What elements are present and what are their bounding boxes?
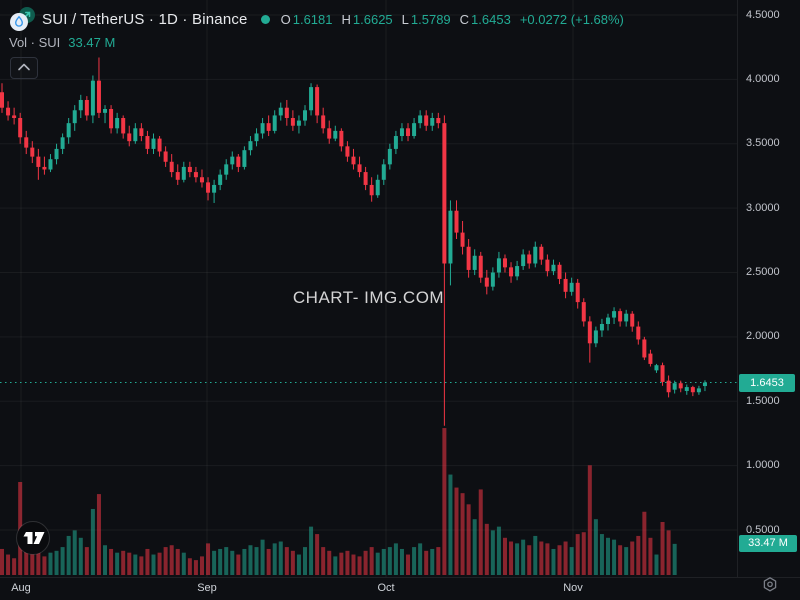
open-value: 1.6181 (292, 11, 333, 27)
market-status-dot (260, 14, 270, 24)
sui-coin-icon (7, 6, 35, 32)
price-axis-label: 4.5000 (746, 8, 780, 21)
low-value: 1.5789 (410, 11, 451, 27)
price-axis-label: 1.0000 (746, 459, 780, 472)
tradingview-logo[interactable] (14, 519, 52, 557)
collapse-pane-button[interactable] (10, 57, 38, 79)
settings-icon[interactable] (758, 574, 782, 596)
close-label: C (459, 11, 470, 27)
time-axis-label: Aug (11, 582, 31, 594)
price-axis-label: 1.5000 (746, 394, 780, 407)
price-axis-label: 4.0000 (746, 72, 780, 85)
high-label: H (341, 11, 351, 27)
time-axis[interactable]: Aug Sep Oct Nov (0, 577, 800, 600)
price-axis-label: 2.0000 (746, 330, 780, 343)
low-label: L (401, 11, 409, 27)
price-axis-label: 3.0000 (746, 201, 780, 214)
chevron-up-icon (11, 57, 37, 80)
price-axis-label: 3.5000 (746, 137, 780, 150)
time-axis-label: Oct (377, 582, 395, 594)
price-axis[interactable]: 1.6453 33.47 M 4.5000 4.0000 3.5000 3.0000 2… (737, 0, 800, 577)
symbol-title[interactable]: SUI / TetherUS · 1D · Binance (42, 10, 248, 28)
volume-label[interactable]: Vol · SUI (9, 35, 61, 50)
last-volume-badge: 33.47 M (739, 535, 797, 553)
price-axis-label: 0.5000 (746, 523, 780, 536)
close-value: 1.6453 (471, 11, 511, 27)
high-value: 1.6625 (352, 11, 393, 27)
time-axis-label: Nov (563, 582, 583, 594)
volume-indicator-row: Vol · SUI 33.47 M (9, 35, 115, 50)
last-price-badge: 1.6453 (739, 373, 795, 392)
volume-value: 33.47 M (68, 35, 116, 50)
time-axis-label: Sep (197, 582, 217, 594)
ohlc-values: O 1.6181 H 1.6625 L 1.5789 C 1.6453 +0.0272 … (281, 12, 624, 27)
price-axis-label: 2.5000 (746, 266, 780, 278)
change-value: +0.0272 (+1.68%) (519, 11, 624, 27)
open-label: O (280, 11, 291, 27)
